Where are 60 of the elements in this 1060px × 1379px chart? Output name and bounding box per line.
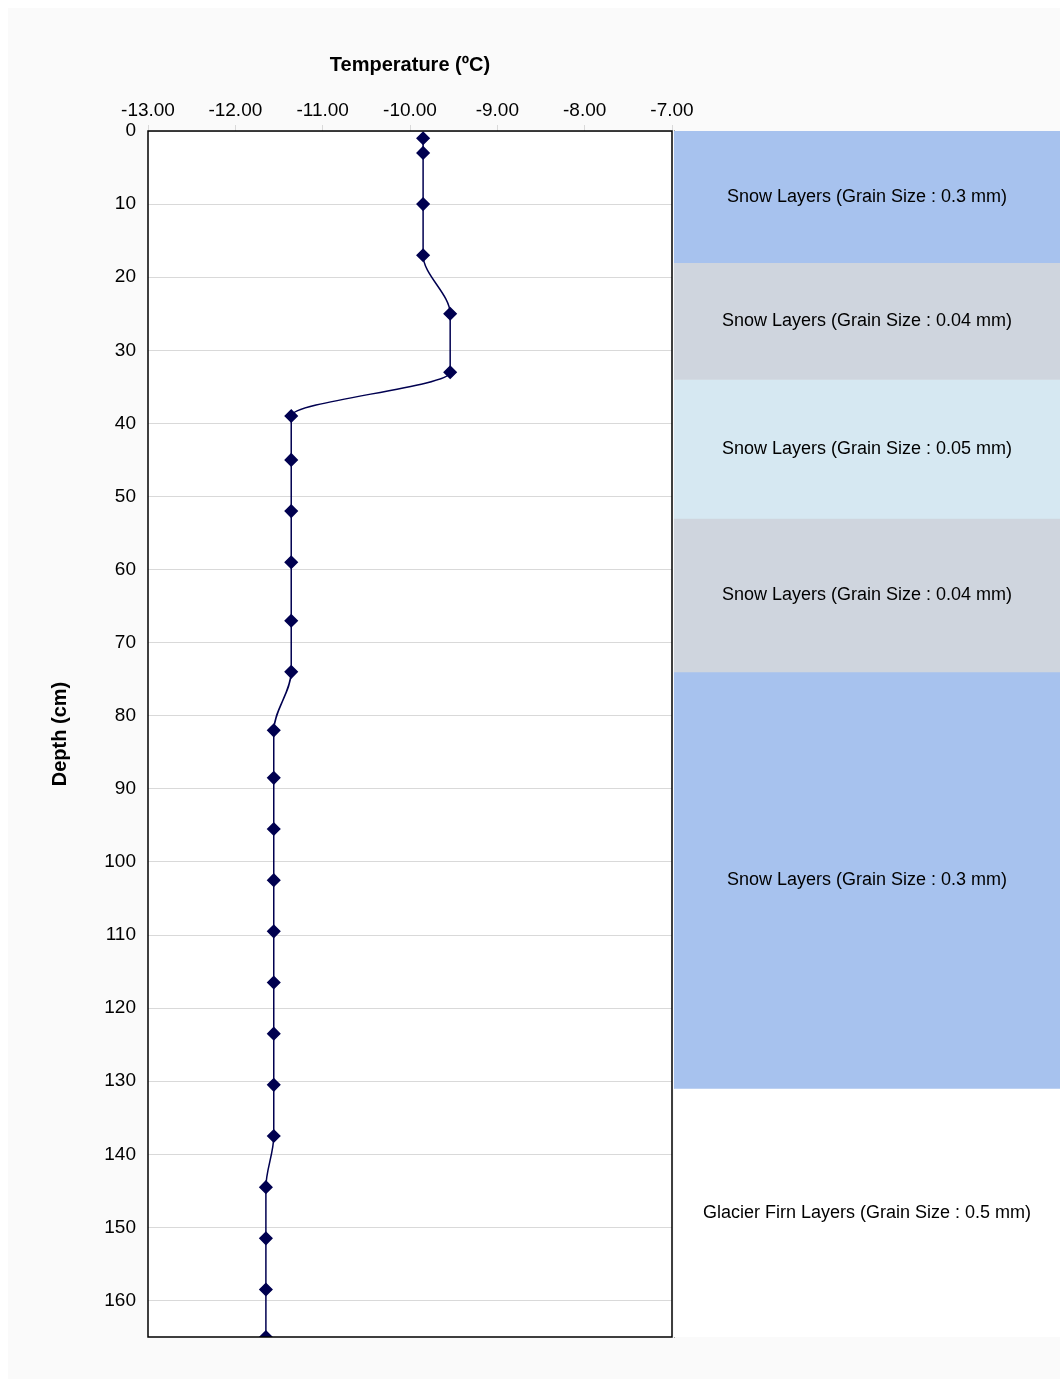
x-tick-label: -13.00 [121, 98, 175, 120]
series-label: Snow Layers (Grain Size : 0.04 mm) [721, 584, 1013, 605]
y-tick-label: 140 [104, 1142, 136, 1164]
bar [674, 131, 1060, 263]
point [416, 146, 430, 160]
point [284, 409, 298, 423]
y-axis-title: Depth (cm) [47, 681, 70, 787]
point [267, 975, 281, 990]
point [267, 723, 281, 738]
point [259, 1282, 273, 1297]
y-tick-label: 60 [114, 557, 136, 579]
point [416, 248, 430, 263]
point [416, 197, 430, 211]
y-tick-label: 70 [114, 630, 136, 652]
point [443, 306, 457, 321]
y-tick-label: 10 [114, 192, 136, 214]
y-tick-label: 90 [114, 777, 136, 799]
point [267, 1129, 281, 1143]
point [267, 822, 281, 836]
series-label: Glacier Firn Layers (Grain Size : 0.5 mm) [702, 1201, 1032, 1222]
bar [674, 262, 1060, 380]
x-tick-label: -9.00 [475, 98, 519, 120]
point [284, 555, 298, 569]
point [284, 665, 298, 679]
series-label: Snow Layers (Grain Size : 0.05 mm) [721, 437, 1013, 458]
point [284, 453, 298, 467]
y-tick-label: 40 [114, 411, 136, 433]
x-tick-label: -12.00 [208, 98, 263, 120]
point [267, 873, 281, 887]
series-label: Snow Layers (Grain Size : 0.3 mm) [726, 869, 1008, 890]
y-tick-label: 30 [114, 338, 136, 360]
point [284, 504, 298, 518]
y-tick-label: 120 [104, 996, 136, 1018]
point [267, 1078, 281, 1092]
y-tick-label: 20 [114, 265, 136, 287]
point [443, 365, 457, 379]
x-tick-label: -10.00 [383, 98, 437, 120]
point [284, 613, 298, 628]
point [267, 1026, 281, 1041]
y-tick-label: 110 [105, 923, 136, 945]
x-tick-label: -7.00 [650, 98, 694, 120]
y-tick-label: 150 [104, 1215, 136, 1237]
y-tick-label: 0 [125, 119, 136, 141]
y-tick-label: 50 [114, 484, 136, 506]
point [259, 1180, 273, 1194]
x-axis-title: Temperature (ºC) [329, 52, 491, 75]
bar [674, 379, 1060, 519]
point [259, 1231, 273, 1246]
y-tick-label: 160 [104, 1288, 136, 1310]
series-label: Snow Layers (Grain Size : 0.3 mm) [726, 185, 1008, 206]
x-tick-label: -8.00 [563, 98, 607, 120]
y-tick-label: 80 [114, 703, 136, 725]
bar [674, 518, 1060, 673]
y-tick-label: 130 [104, 1069, 136, 1091]
point [267, 924, 281, 939]
point [267, 771, 281, 785]
y-tick-label: 100 [104, 850, 136, 872]
point [416, 131, 430, 146]
series-label: Snow Layers (Grain Size : 0.04 mm) [721, 310, 1013, 331]
x-tick-label: -11.00 [296, 98, 349, 120]
